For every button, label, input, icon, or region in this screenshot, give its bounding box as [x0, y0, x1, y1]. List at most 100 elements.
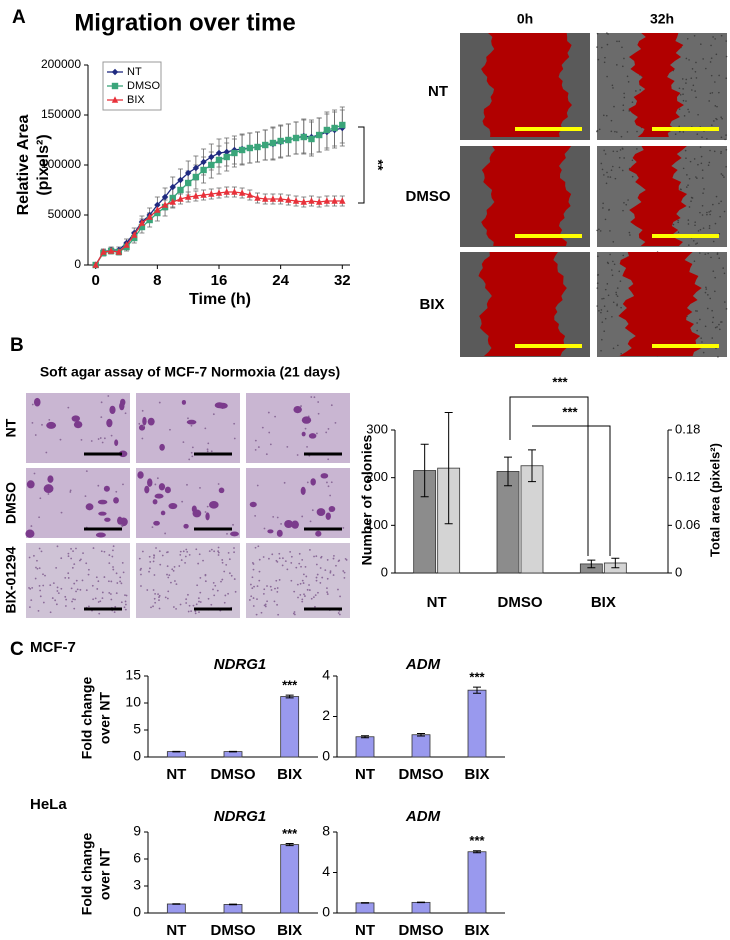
- y-tick-label: 200: [366, 469, 388, 484]
- marker: [169, 198, 176, 205]
- texture: [600, 309, 603, 311]
- texture: [710, 256, 712, 259]
- texture: [611, 315, 613, 318]
- colony: [29, 606, 31, 608]
- colony: [315, 563, 318, 566]
- y-tick-label: 5: [133, 721, 141, 737]
- bar: [166, 903, 186, 914]
- colony: [315, 530, 322, 537]
- texture: [596, 129, 599, 132]
- colony: [180, 559, 183, 561]
- texture: [687, 184, 689, 186]
- colony: [286, 568, 289, 571]
- texture: [725, 308, 728, 310]
- colony: [153, 597, 156, 600]
- texture: [704, 253, 707, 255]
- texture: [596, 282, 599, 284]
- x-tick-label: NT: [166, 766, 186, 783]
- row-label: NT: [3, 418, 19, 437]
- colony: [85, 562, 88, 565]
- x-tick-label: BIX: [591, 594, 616, 611]
- colony: [205, 512, 210, 521]
- panel-label: A: [12, 7, 26, 28]
- texture: [631, 175, 634, 178]
- texture: [694, 224, 696, 227]
- texture: [695, 77, 698, 79]
- colony: [39, 595, 42, 598]
- colony: [124, 412, 127, 415]
- colony: [298, 552, 301, 555]
- colony: [47, 475, 54, 483]
- colony: [85, 589, 88, 592]
- colony: [224, 594, 227, 597]
- colony: [182, 441, 185, 444]
- y-tick-label: 300: [366, 421, 388, 436]
- texture: [690, 77, 693, 80]
- colony: [109, 405, 116, 415]
- colony: [158, 599, 160, 601]
- colony: [267, 411, 270, 414]
- chart-title: NDRG1: [214, 656, 267, 673]
- colony: [212, 588, 214, 591]
- y-tick-label: 0: [133, 904, 141, 920]
- colony: [47, 493, 50, 495]
- texture: [714, 81, 716, 83]
- texture: [627, 81, 630, 83]
- colony: [207, 597, 210, 600]
- colony: [103, 485, 110, 492]
- texture: [611, 274, 614, 277]
- colony: [174, 580, 176, 582]
- texture: [606, 43, 609, 46]
- texture: [612, 150, 615, 153]
- texture: [710, 57, 713, 59]
- texture: [600, 349, 602, 352]
- colony: [42, 573, 44, 576]
- colony: [42, 584, 45, 587]
- marker: [269, 195, 277, 202]
- colony: [72, 550, 74, 553]
- colony: [151, 526, 154, 529]
- colony: [301, 431, 306, 437]
- error-bar: [473, 686, 481, 694]
- colony: [71, 600, 73, 603]
- colony: [108, 554, 111, 556]
- colony: [227, 551, 230, 554]
- texture: [688, 177, 691, 180]
- colony: [73, 420, 83, 429]
- y-tick-label: 15: [125, 667, 141, 683]
- x-tick-label: DMSO: [211, 766, 256, 783]
- colony: [342, 570, 345, 572]
- colony: [251, 587, 254, 590]
- colony: [37, 609, 40, 612]
- colony: [264, 605, 267, 608]
- y-tick-label: 6: [133, 850, 141, 866]
- texture: [677, 231, 680, 233]
- colony: [152, 605, 154, 608]
- colony: [326, 559, 329, 561]
- colony: [33, 554, 35, 557]
- texture: [682, 131, 685, 133]
- colony: [299, 593, 302, 596]
- texture: [692, 239, 695, 242]
- texture: [600, 162, 603, 165]
- marker: [339, 121, 346, 129]
- colony: [51, 597, 54, 599]
- colony: [172, 569, 175, 572]
- y2-tick-label: 0.12: [675, 469, 700, 484]
- colony: [184, 561, 186, 564]
- colony: [154, 601, 157, 604]
- colony: [269, 585, 272, 588]
- colony: [296, 454, 299, 456]
- colony: [182, 550, 185, 553]
- colony: [160, 510, 166, 516]
- colony: [212, 581, 215, 584]
- colony: [324, 569, 327, 572]
- marker: [331, 197, 338, 204]
- colony: [290, 579, 293, 582]
- colony: [227, 592, 229, 595]
- colony: [256, 585, 259, 588]
- colony: [67, 406, 70, 409]
- marker: [169, 194, 176, 202]
- colony: [154, 493, 164, 499]
- texture: [715, 117, 717, 120]
